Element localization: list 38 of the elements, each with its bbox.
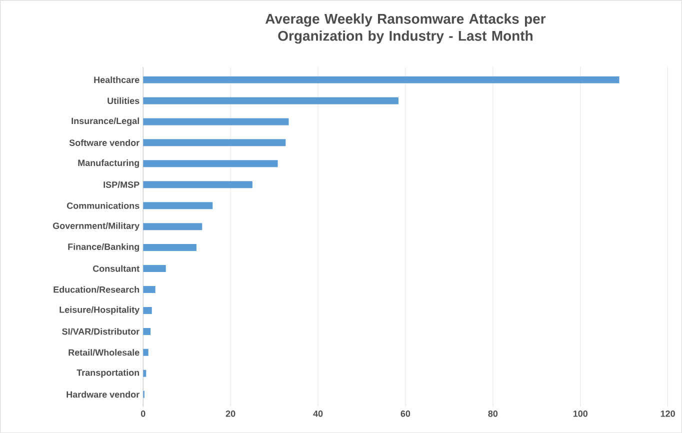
- y-tick-label: Hardware vendor: [66, 391, 140, 398]
- x-tick-label: 80: [488, 410, 498, 417]
- bar: [143, 348, 148, 356]
- bar: [143, 118, 289, 126]
- bar: [143, 160, 278, 168]
- y-tick-label: Consultant: [92, 265, 140, 272]
- x-tick-label: 20: [226, 410, 236, 417]
- chart-title: Average Weekly Ransomware Attacks per Organization by Industry - Last Month: [265, 13, 546, 44]
- y-tick-label: Leisure/Hospitality: [60, 306, 140, 315]
- bar: [143, 286, 156, 293]
- y-tick-label: Insurance/Legal: [72, 117, 139, 126]
- bar: [143, 264, 166, 272]
- y-tick-label: Government/Military: [52, 222, 140, 231]
- x-tick-label: 0: [140, 410, 146, 417]
- bar: [143, 76, 620, 84]
- y-tick-label: SI/VAR/Distributor: [62, 328, 140, 335]
- bar: [143, 181, 252, 188]
- y-tick-label: Transportation: [76, 369, 140, 378]
- bar: [143, 223, 202, 230]
- y-tick-label: Retail/Wholesale: [68, 349, 140, 356]
- y-tick-label: Software vendor: [69, 139, 140, 146]
- bar: [143, 139, 286, 146]
- x-tick-label: 60: [400, 410, 410, 417]
- bar: [143, 328, 151, 335]
- y-tick-label: ISP/MSP: [104, 181, 140, 188]
- y-tick-label: Manufacturing: [78, 159, 139, 168]
- y-tick-label: Communications: [67, 202, 140, 209]
- x-tick-label: 120: [660, 410, 675, 417]
- y-tick-label: Education/Research: [54, 286, 140, 293]
- bar: [143, 97, 398, 104]
- y-tick-label: Finance/Banking: [68, 243, 139, 252]
- x-tick-label: 100: [573, 410, 588, 417]
- bar: [143, 306, 152, 314]
- x-tick-label: 40: [313, 410, 323, 417]
- bar: [143, 244, 196, 251]
- y-tick-label: Utilities: [108, 97, 140, 104]
- bar: [143, 202, 213, 210]
- y-tick-label: Healthcare: [94, 76, 140, 83]
